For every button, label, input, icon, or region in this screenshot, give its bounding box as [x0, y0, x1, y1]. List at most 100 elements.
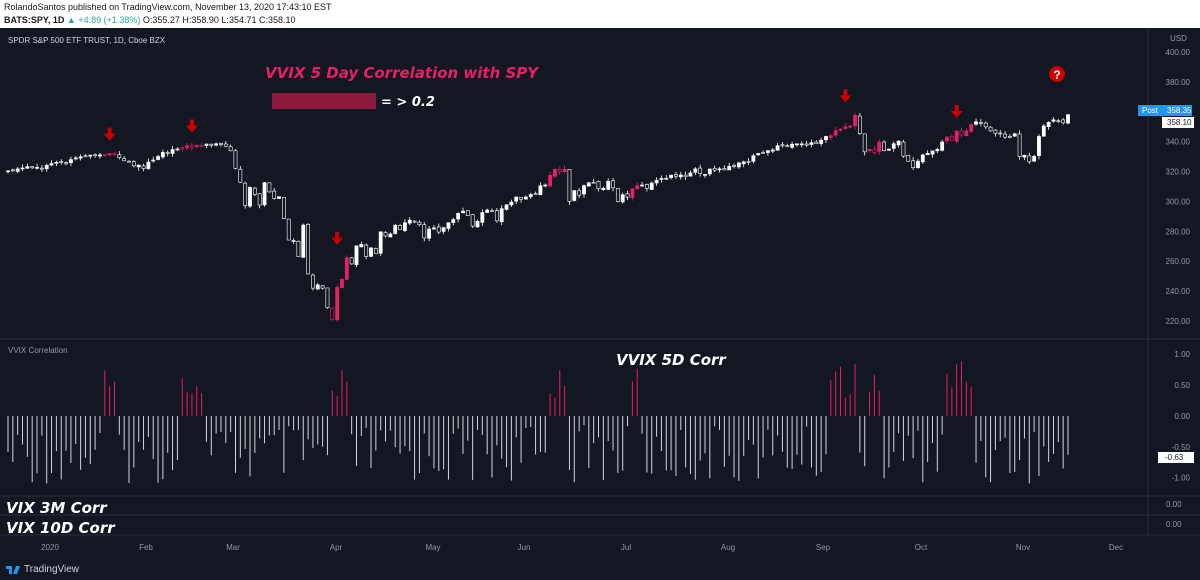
- candle-body: [141, 165, 146, 169]
- candle-body: [911, 160, 916, 168]
- time-axis-tick: Jun: [518, 543, 531, 552]
- candle-body: [906, 154, 911, 162]
- candle-body: [20, 167, 25, 170]
- candle-body: [538, 185, 543, 196]
- candle-body: [373, 248, 378, 255]
- candle-body: [243, 182, 248, 206]
- candle-body: [756, 153, 761, 156]
- candle-body: [824, 136, 828, 141]
- candle-body: [180, 147, 185, 150]
- time-axis-tick: Dec: [1109, 543, 1123, 552]
- time-axis-tick: May: [425, 543, 440, 552]
- time-axis-tick: Feb: [139, 543, 153, 552]
- candle-body: [717, 168, 722, 171]
- candle-body: [703, 174, 707, 176]
- candle-body: [151, 159, 156, 162]
- candle-body: [102, 153, 107, 156]
- time-axis-tick: Apr: [330, 543, 343, 552]
- candle-body: [209, 143, 214, 146]
- candle-body: [281, 196, 286, 219]
- candle-body: [262, 182, 267, 206]
- candle-body: [15, 168, 20, 172]
- up-triangle-icon: ▲: [66, 15, 76, 25]
- candle-body: [891, 143, 896, 149]
- candle-body: [596, 181, 601, 190]
- candle-body: [654, 179, 659, 184]
- candle-body: [470, 214, 475, 227]
- candle-body: [354, 245, 359, 265]
- candle-body: [833, 130, 838, 136]
- down-arrow-markers: [103, 89, 963, 245]
- ohlc-values: O:355.27 H:358.90 L:354.71 C:358.10: [142, 15, 296, 25]
- candle-body: [335, 287, 340, 321]
- candle-body: [325, 287, 330, 308]
- time-axis-tick: Mar: [226, 543, 240, 552]
- candle-body: [838, 128, 843, 131]
- candle-body: [277, 196, 281, 199]
- candle-body: [107, 153, 112, 156]
- candle-body: [146, 161, 151, 170]
- candle-body: [499, 208, 504, 223]
- candle-body: [611, 180, 615, 189]
- candle-body: [98, 154, 102, 157]
- candle-body: [330, 307, 335, 320]
- candle-body: [296, 241, 301, 257]
- candle-body: [39, 167, 44, 170]
- candle-body: [291, 240, 296, 242]
- candle-body: [156, 156, 160, 160]
- time-axis-tick: Sep: [816, 543, 831, 552]
- candle-body: [523, 196, 528, 200]
- candle-body: [383, 232, 388, 237]
- candle-body: [959, 130, 964, 136]
- candle-body: [790, 143, 795, 148]
- currency-label: USD: [1170, 34, 1187, 43]
- candle-body: [83, 155, 88, 158]
- candle-body: [727, 166, 732, 171]
- candle-body: [804, 143, 809, 146]
- candle-body: [978, 122, 983, 124]
- candle-body: [194, 145, 199, 147]
- candle-body: [238, 168, 243, 183]
- candle-body: [620, 194, 625, 203]
- correlation-axis-tick: 0.50: [1174, 381, 1190, 390]
- candle-body: [315, 284, 320, 290]
- candle-body: [785, 145, 790, 147]
- candle-body: [853, 115, 857, 127]
- candle-body: [533, 193, 538, 195]
- price-axis-tick: 240.00: [1166, 287, 1191, 296]
- candle-body: [485, 209, 490, 213]
- correlation-axis-tick: 1.00: [1174, 350, 1190, 359]
- candle-body: [954, 131, 959, 142]
- candle-body: [1037, 136, 1041, 156]
- annotation-title: VVIX 5 Day Correlation with SPY: [265, 64, 540, 82]
- candle-body: [645, 184, 649, 189]
- candle-body: [940, 141, 945, 151]
- candle-body: [528, 194, 533, 197]
- candle-body: [828, 135, 833, 138]
- candle-body: [988, 126, 993, 132]
- vix3m-title: VIX 3M Corr: [6, 499, 108, 517]
- candle-body: [674, 174, 678, 177]
- candle-body: [73, 157, 78, 160]
- candle-body: [504, 204, 509, 210]
- candle-body: [577, 190, 582, 196]
- candle-body: [519, 197, 523, 200]
- time-axis-tick: Nov: [1016, 543, 1030, 552]
- candle-body: [751, 155, 756, 162]
- price-axis-tick: 280.00: [1166, 227, 1191, 236]
- correlation-axis-ticks: 1.00 0.50 0.00 -0.50 -1.00: [1172, 350, 1191, 482]
- candle-body: [1061, 119, 1066, 124]
- candle-body: [436, 226, 441, 233]
- candle-body: [165, 152, 170, 154]
- candle-body: [935, 149, 940, 152]
- candle-body: [548, 174, 553, 187]
- candle-body: [160, 152, 165, 158]
- candle-body: [451, 219, 456, 223]
- candle-body: [746, 161, 751, 163]
- candle-body: [402, 222, 407, 231]
- candle-series: [6, 112, 1070, 322]
- candle-body: [112, 152, 117, 155]
- chart-area[interactable]: SPDR S&P 500 ETF TRUST, 1D, Cboe BZX USD…: [0, 28, 1200, 560]
- vix10d-title: VIX 10D Corr: [6, 519, 116, 537]
- candle-body: [916, 160, 920, 169]
